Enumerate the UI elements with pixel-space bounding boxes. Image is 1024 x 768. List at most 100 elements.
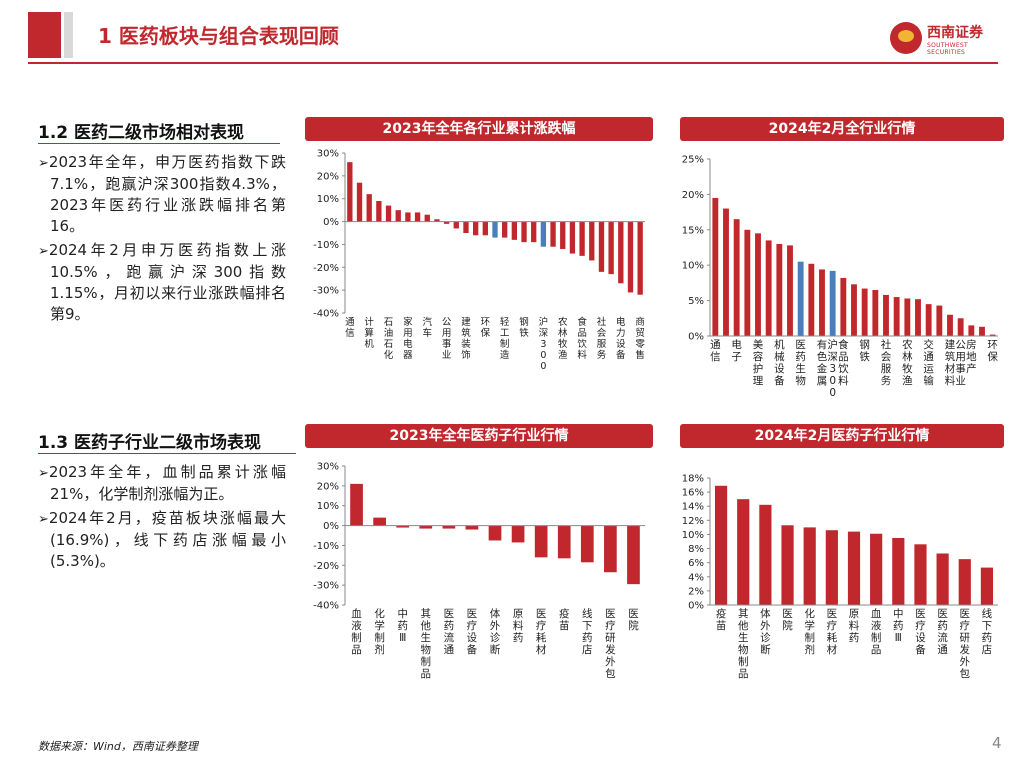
bar-c1	[347, 162, 353, 222]
bar-c3	[350, 483, 363, 526]
logo-sun-icon	[898, 30, 914, 42]
x-tick-label: 线下药店	[982, 607, 993, 656]
bar-c1	[443, 221, 450, 224]
y-tick-label: 20%	[682, 190, 704, 201]
bar-c1	[472, 221, 479, 236]
y-tick-label: 0%	[323, 217, 339, 228]
bar-c1	[482, 221, 488, 236]
x-tick-label: 商贸零售	[635, 316, 645, 361]
bar-c2	[883, 294, 889, 336]
section-title-2: 1.3 医药子行业二级市场表现	[38, 433, 262, 453]
bar-c1	[356, 182, 363, 222]
bar-c3	[488, 525, 502, 541]
y-tick-label: -40%	[313, 309, 339, 320]
bar-c2	[872, 289, 879, 336]
bar-c2	[851, 284, 857, 336]
section-2-bullets: ➢2023年全年，血制品累计涨幅21%，化学制剂涨幅为正。 ➢2024年2月，疫…	[38, 462, 286, 575]
bar-c4	[781, 525, 794, 605]
x-tick-label: 钢铁	[519, 316, 529, 339]
section-1-bullets: ➢2023年全年，申万医药指数下跌7.1%，跑赢沪深300指数4.3%，2023…	[38, 152, 286, 328]
bar-c3	[557, 525, 571, 559]
x-tick-label: 线下药店	[582, 607, 593, 656]
bullet: ➢2023年全年，血制品累计涨幅21%，化学制剂涨幅为正。	[38, 463, 286, 503]
x-tick-label: 化学制剂	[374, 607, 385, 656]
page-title: 1 医药板块与组合表现回顾	[98, 24, 339, 48]
x-tick-label: 汽车	[423, 316, 433, 339]
bar-c1	[492, 221, 498, 238]
bar-c4	[980, 567, 994, 605]
bar-c4	[870, 533, 883, 605]
x-tick-label: 体外诊断	[760, 608, 771, 656]
x-tick-label: 家用电器	[403, 316, 413, 361]
chart-title-2: 2024年2月全行业行情	[680, 117, 1004, 141]
x-tick-label: 公用事业	[955, 339, 966, 387]
bar-c3	[580, 525, 594, 563]
x-tick-label: 血液制品	[351, 607, 362, 656]
x-tick-label: 医院	[628, 608, 639, 632]
bar-c4	[936, 553, 949, 605]
x-tick-label: 农林牧渔	[558, 316, 568, 361]
bar-c4	[914, 544, 927, 605]
bar-c4	[847, 531, 861, 605]
x-tick-label: 原料药	[513, 608, 524, 644]
x-tick-label: 公用事业	[442, 317, 452, 361]
y-tick-label: -10%	[313, 541, 339, 552]
x-tick-label: 医药生物	[795, 339, 806, 387]
x-tick-label: 机械设备	[774, 338, 785, 387]
y-tick-label: 4%	[688, 572, 704, 583]
y-tick-label: 18%	[682, 474, 704, 485]
header-accent-block	[28, 12, 61, 58]
bar-c2	[829, 270, 836, 336]
bar-c1	[598, 221, 605, 272]
y-tick-label: 20%	[317, 481, 339, 492]
chart-title-4: 2024年2月医药子行业行情	[680, 424, 1004, 448]
bar-c2	[893, 297, 900, 336]
bar-c1	[511, 221, 518, 240]
bar-c4	[892, 537, 905, 605]
bar-c1	[453, 221, 459, 229]
bar-c2	[989, 334, 996, 336]
x-tick-label: 疫苗	[716, 607, 727, 632]
bar-c1	[531, 221, 537, 243]
chart-title-3: 2023年全年医药子行业行情	[305, 424, 653, 448]
y-tick-label: 10%	[317, 501, 339, 512]
y-tick-label: 12%	[682, 516, 704, 527]
bar-c4	[803, 527, 816, 605]
bar-c2	[797, 261, 804, 336]
y-tick-label: 20%	[317, 171, 339, 182]
x-tick-label: 交通运输	[923, 338, 934, 387]
chart-title-1: 2023年全年各行业累计涨跌幅	[305, 117, 653, 141]
bar-c1	[560, 221, 566, 249]
bar-c4	[759, 504, 772, 605]
bar-c1	[608, 221, 614, 275]
bar-c3	[627, 525, 640, 585]
y-tick-label: 10%	[682, 261, 704, 272]
y-tick-label: -30%	[313, 286, 339, 297]
bar-c1	[627, 221, 634, 293]
x-tick-label: 钢铁	[859, 338, 870, 363]
bar-c2	[733, 219, 740, 336]
x-tick-label: 医药流通	[937, 608, 948, 656]
bar-c4	[737, 499, 750, 605]
bar-c3	[511, 525, 525, 543]
bar-c2	[723, 208, 729, 336]
bar-c2	[840, 277, 847, 336]
x-tick-label: 通信	[710, 339, 721, 363]
y-tick-label: -20%	[313, 561, 339, 572]
x-tick-label: 医疗设备	[915, 608, 926, 656]
bar-c1	[589, 221, 595, 261]
x-tick-label: 医药流通	[444, 608, 455, 656]
bullet: ➢2023年全年，申万医药指数下跌7.1%，跑赢沪深300指数4.3%，2023…	[38, 153, 286, 235]
x-tick-label: 环保	[987, 339, 998, 363]
bar-c2	[979, 326, 985, 336]
x-tick-label: 医疗研发外包	[605, 608, 616, 680]
x-tick-label: 石油石化	[384, 317, 394, 361]
x-tick-label: 中药 Ⅲ	[893, 607, 904, 644]
bar-c3	[442, 525, 456, 529]
x-tick-label: 社会服务	[881, 338, 892, 387]
bar-c2	[904, 298, 911, 336]
y-tick-label: 6%	[688, 558, 704, 569]
bullet-text: 2024年2月申万医药指数上涨10.5%，跑赢沪深300指数1.15%，月初以来…	[48, 241, 286, 323]
y-tick-label: 8%	[688, 544, 704, 555]
bar-c1	[579, 221, 585, 256]
